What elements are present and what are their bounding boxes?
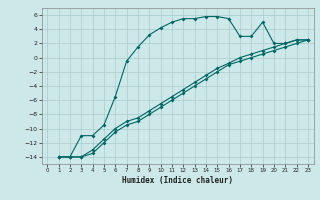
X-axis label: Humidex (Indice chaleur): Humidex (Indice chaleur) <box>122 176 233 185</box>
